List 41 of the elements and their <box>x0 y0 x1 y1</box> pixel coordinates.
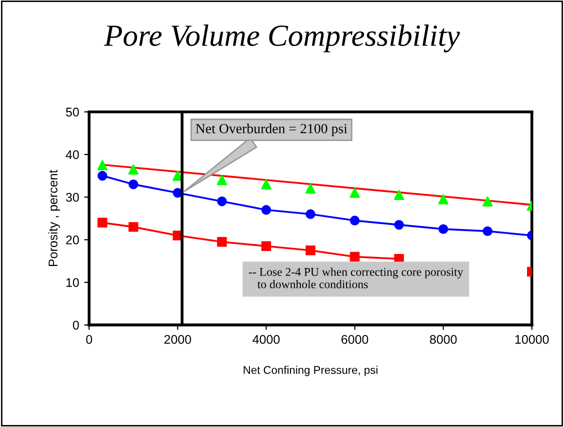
point <box>305 183 316 194</box>
y-axis-title: Porosity , percent <box>48 170 60 266</box>
x-tick-label: 4000 <box>252 335 280 344</box>
x-axis-title: Net Confining Pressure, psi <box>244 366 378 376</box>
point <box>98 218 108 228</box>
point <box>482 226 492 236</box>
point <box>482 196 493 206</box>
point <box>350 252 360 262</box>
point <box>216 174 228 186</box>
x-tick-label: 8000 <box>430 335 457 344</box>
x-tick-label: 2000 <box>164 335 192 344</box>
point <box>261 179 272 190</box>
chart-title: Pore Volume Compressibility <box>104 24 460 52</box>
point <box>217 196 227 206</box>
x-tick-label: 6000 <box>341 335 368 344</box>
ref-line-label: Net Overburden = 2100 psi <box>196 124 348 136</box>
point <box>438 224 448 234</box>
y-tick-label: 40 <box>66 150 79 160</box>
point <box>394 220 404 230</box>
point <box>217 236 227 247</box>
point <box>261 205 272 215</box>
point <box>350 216 360 226</box>
point <box>306 246 316 256</box>
x-tick-label: 0 <box>86 335 92 344</box>
point <box>350 188 360 198</box>
point <box>128 179 138 190</box>
y-tick-label: 10 <box>66 278 79 287</box>
y-tick-label: 50 <box>66 108 79 117</box>
y-tick-label: 30 <box>66 192 79 202</box>
point <box>98 170 108 181</box>
annotation: -- Lose 2-4 PU when correcting core porosity to downhole conditions <box>248 268 464 288</box>
point <box>128 164 138 174</box>
point <box>128 222 138 232</box>
point <box>97 160 108 170</box>
y-tick-label: 0 <box>72 320 79 330</box>
point <box>438 194 448 204</box>
x-tick-label: 10000 <box>515 335 549 344</box>
y-tick-label: 20 <box>66 236 79 244</box>
point <box>306 209 316 220</box>
point <box>394 190 404 200</box>
point <box>261 241 272 251</box>
